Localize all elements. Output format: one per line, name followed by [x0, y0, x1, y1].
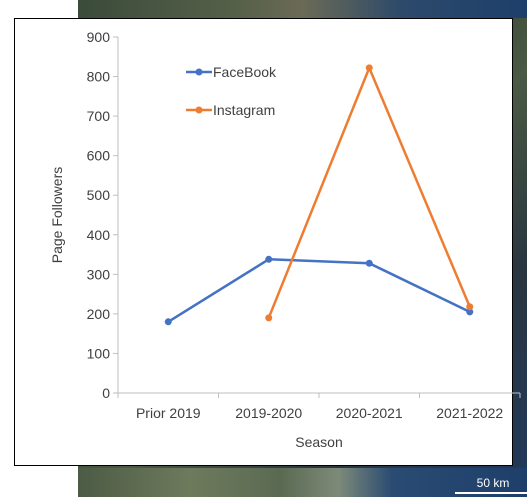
facebook-legend-label: FaceBook — [213, 64, 277, 80]
map-bottom-edge — [78, 468, 527, 497]
facebook-point — [265, 255, 273, 263]
y-tick-label: 200 — [87, 306, 111, 322]
instagram-point — [265, 314, 273, 322]
x-tick-label: 2021-2022 — [436, 405, 503, 421]
facebook-legend-marker — [195, 68, 203, 76]
y-axis-title: Page Followers — [49, 167, 65, 264]
instagram-legend-marker — [195, 106, 203, 114]
facebook-line — [167, 258, 471, 323]
x-tick-label: 2020-2021 — [336, 405, 403, 421]
facebook-point — [466, 308, 474, 316]
x-tick-label: 2019-2020 — [235, 405, 302, 421]
y-tick-label: 400 — [87, 227, 111, 243]
chart-frame — [14, 18, 513, 466]
facebook-point — [365, 259, 373, 267]
facebook-point — [164, 318, 172, 326]
instagram-legend-label: Instagram — [213, 102, 275, 118]
x-axis-title: Season — [295, 434, 342, 450]
y-tick-label: 800 — [87, 69, 111, 85]
y-tick-label: 700 — [87, 108, 111, 124]
y-tick-label: 600 — [87, 148, 111, 164]
y-tick-label: 900 — [87, 29, 111, 45]
y-tick-label: 100 — [87, 345, 111, 361]
x-tick-label: Prior 2019 — [136, 405, 201, 421]
instagram-point — [365, 64, 373, 72]
instagram-point — [466, 303, 474, 311]
map-scale-bar — [455, 492, 527, 494]
y-tick-label: 0 — [102, 385, 110, 401]
map-scale-label: 50 km — [476, 476, 510, 490]
y-tick-label: 500 — [87, 187, 111, 203]
instagram-line — [267, 66, 471, 319]
y-tick-label: 300 — [87, 266, 111, 282]
map-top-edge — [78, 0, 527, 18]
